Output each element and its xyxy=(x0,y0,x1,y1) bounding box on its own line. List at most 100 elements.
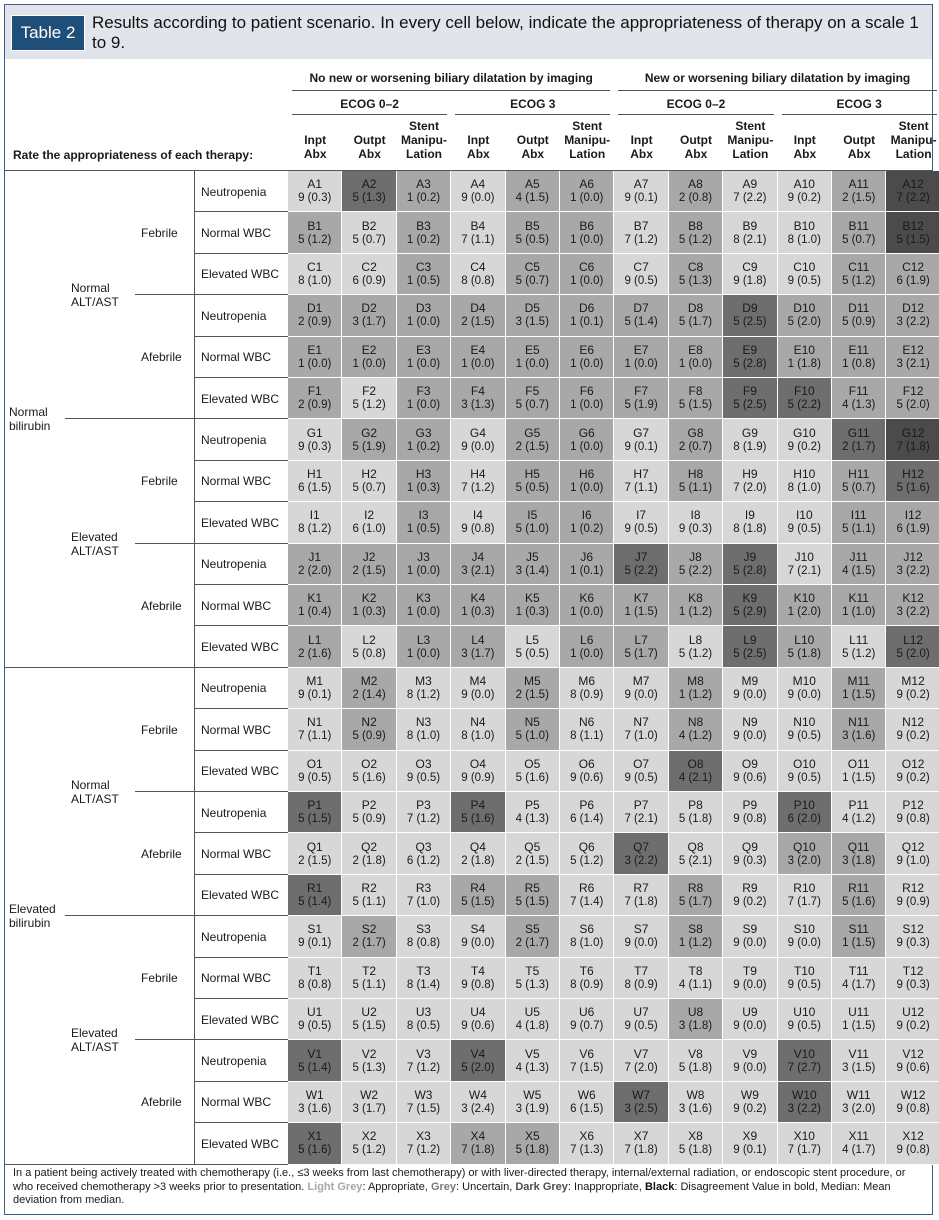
cell-score: 3 (2.5) xyxy=(624,1102,658,1115)
wbc-label: Normal WBC xyxy=(201,847,272,862)
wbc-label: Neutropenia xyxy=(201,929,267,944)
cell-id: O1 xyxy=(306,756,323,771)
cell-score: 2 (0.8) xyxy=(678,192,713,205)
rating-cell: V2 5 (1.3) xyxy=(342,1040,397,1082)
rating-cell: T12 9 (0.3) xyxy=(886,957,939,999)
rating-cell: O4 9 (0.9) xyxy=(451,750,506,792)
cell-score: 9 (0.2) xyxy=(896,688,930,701)
rating-cell: C3 1 (0.5) xyxy=(396,253,452,296)
rating-cell: B7 7 (1.2) xyxy=(614,212,669,254)
cell-id: K5 xyxy=(524,591,540,606)
cell-id: T4 xyxy=(470,963,485,978)
cell-id: F12 xyxy=(902,384,924,399)
cell-id: V2 xyxy=(361,1046,377,1061)
cell-score: 9 (0.8) xyxy=(461,523,495,536)
rating-cell: L3 1 (0.0) xyxy=(396,626,452,668)
cell-score: 5 (1.1) xyxy=(842,523,876,536)
cell-score: 7 (1.4) xyxy=(570,895,604,908)
rating-cell: U10 9 (0.5) xyxy=(777,999,832,1041)
row-rule xyxy=(195,542,288,544)
rating-cell: F5 5 (0.7) xyxy=(505,378,560,420)
cell-id: O8 xyxy=(687,756,704,771)
cell-score: 2 (1.5) xyxy=(298,854,332,867)
rating-cell: A9 7 (2.2) xyxy=(723,171,778,213)
cell-id: G10 xyxy=(792,425,816,440)
rating-cell: I2 6 (1.0) xyxy=(342,502,397,544)
rating-cell: B2 5 (0.7) xyxy=(342,212,397,254)
rating-cell: E4 1 (0.0) xyxy=(451,336,506,378)
cell-score: 4 (2.1) xyxy=(678,771,713,784)
rating-cell: P4 5 (1.6) xyxy=(451,792,506,834)
cell-score: 5 (1.5) xyxy=(298,813,332,826)
cell-id: H6 xyxy=(579,466,595,481)
rating-cell: D5 3 (1.5) xyxy=(505,295,560,337)
wbc-label: Elevated WBC xyxy=(201,1136,280,1151)
rating-cell: E11 1 (0.8) xyxy=(832,336,887,378)
cell-id: R12 xyxy=(902,880,925,895)
rating-cell: Q12 9 (1.0) xyxy=(886,833,939,875)
cell-id: T12 xyxy=(902,963,924,978)
cell-score: 3 (2.2) xyxy=(896,606,930,619)
rating-cell: Q4 2 (1.8) xyxy=(451,833,506,875)
cell-score: 5 (1.2) xyxy=(842,274,876,287)
cell-score: 9 (0.0) xyxy=(733,1061,767,1074)
cell-id: C3 xyxy=(415,259,432,274)
cell-score: 7 (1.1) xyxy=(624,481,658,494)
rating-cell: W3 7 (1.5) xyxy=(396,1081,452,1124)
row-rule xyxy=(195,377,288,378)
cell-score: 5 (0.9) xyxy=(842,316,876,329)
rating-cell: V9 9 (0.0) xyxy=(723,1040,778,1082)
cell-id: W2 xyxy=(360,1087,379,1102)
ecog-group-header: ECOG 3 xyxy=(510,97,556,111)
rating-cell: T5 5 (1.3) xyxy=(505,957,560,999)
cell-score: 5 (1.2) xyxy=(678,647,713,660)
cell-score: 5 (1.1) xyxy=(352,895,386,908)
cell-id: C9 xyxy=(742,259,758,274)
rating-cell: F1 2 (0.9) xyxy=(288,378,343,420)
cell-id: P9 xyxy=(742,798,758,813)
cell-id: P11 xyxy=(848,798,869,813)
cell-id: I11 xyxy=(850,508,867,523)
rating-cell: G5 2 (1.5) xyxy=(505,419,560,461)
rating-cell: I11 5 (1.1) xyxy=(832,502,887,544)
bilirubin-rule xyxy=(5,1163,65,1165)
cell-score: 5 (2.2) xyxy=(678,564,713,577)
fever-rule xyxy=(135,1039,195,1041)
cell-id: S4 xyxy=(470,922,486,937)
cell-score: 1 (0.0) xyxy=(406,647,441,660)
cell-id: S10 xyxy=(793,922,815,937)
ecog-underline xyxy=(455,114,611,115)
cell-score: 5 (1.1) xyxy=(678,481,713,494)
cell-score: 1 (0.0) xyxy=(570,647,604,660)
cell-id: I7 xyxy=(636,508,647,523)
cell-score: 2 (2.0) xyxy=(298,564,332,577)
cell-score: 7 (2.1) xyxy=(624,813,658,826)
cell-id: V5 xyxy=(524,1046,540,1061)
rating-cell: N12 9 (0.2) xyxy=(886,709,939,751)
cell-id: L6 xyxy=(580,632,594,647)
cell-id: J9 xyxy=(743,549,757,564)
cell-id: B2 xyxy=(361,218,377,233)
cell-score: 1 (0.1) xyxy=(570,564,604,577)
fever-label: Febrile xyxy=(141,722,178,737)
cell-id: V1 xyxy=(307,1046,323,1061)
cell-score: 4 (1.3) xyxy=(515,813,549,826)
cell-id: D8 xyxy=(687,301,704,316)
cell-id: V4 xyxy=(470,1046,486,1061)
rating-cell: A4 9 (0.0) xyxy=(451,171,506,213)
cell-id: G11 xyxy=(847,425,870,440)
cell-id: J4 xyxy=(471,549,485,564)
cell-score: 1 (0.2) xyxy=(406,192,441,205)
cell-id: N2 xyxy=(361,715,377,730)
cell-score: 5 (1.8) xyxy=(787,647,821,660)
rating-cell: M3 8 (1.2) xyxy=(396,667,452,710)
cell-score: 1 (0.5) xyxy=(406,274,441,287)
cell-id: G7 xyxy=(633,425,650,440)
rating-cell: V12 9 (0.6) xyxy=(886,1040,939,1082)
rating-cell: P2 5 (0.9) xyxy=(342,792,397,834)
rating-cell: S6 8 (1.0) xyxy=(560,916,615,958)
cell-id: A5 xyxy=(524,177,540,192)
rating-cell: T3 8 (1.4) xyxy=(396,957,452,999)
rating-cell: E6 1 (0.0) xyxy=(560,336,615,378)
fever-rule xyxy=(135,542,195,544)
